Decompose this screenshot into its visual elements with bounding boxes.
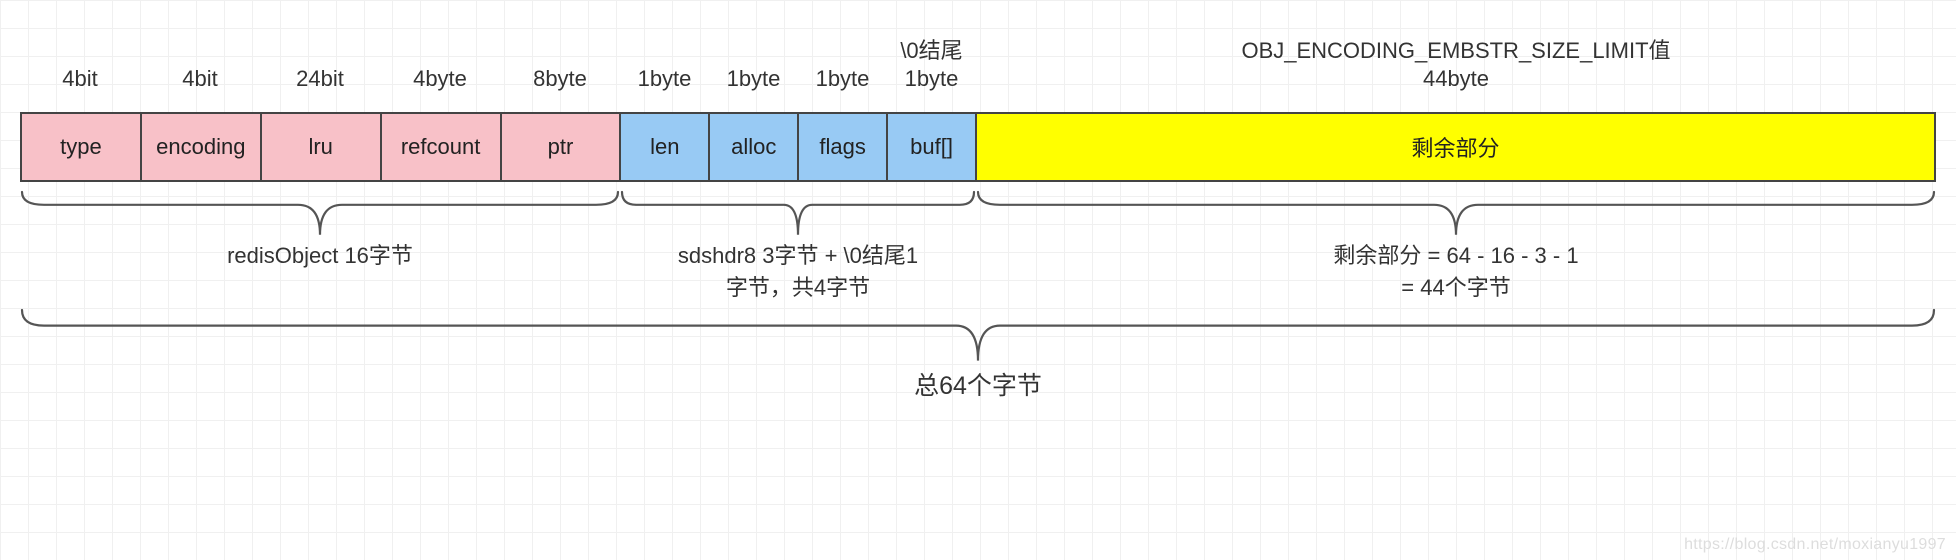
size-label-0: 4bit [20, 38, 140, 100]
segment-brace-label-2: 剩余部分 = 64 - 16 - 3 - 1 = 44个字节 [976, 240, 1936, 304]
size-label-5: 1byte [620, 38, 709, 100]
field-cell-type: type [22, 112, 142, 182]
field-cell-alloc: alloc [710, 112, 799, 182]
field-cell-buf: buf[] [888, 112, 977, 182]
size-label-9: OBJ_ENCODING_EMBSTR_SIZE_LIMIT值 44byte [976, 38, 1936, 100]
size-label-4: 8byte [500, 38, 620, 100]
field-cell-flags: flags [799, 112, 888, 182]
field-cell-len: len [621, 112, 710, 182]
field-cell-: 剩余部分 [977, 112, 1936, 182]
size-label-6: 1byte [709, 38, 798, 100]
field-cell-refcount: refcount [382, 112, 502, 182]
size-label-3: 4byte [380, 38, 500, 100]
watermark: https://blog.csdn.net/moxianyu1997 [1684, 536, 1946, 554]
field-cell-ptr: ptr [502, 112, 622, 182]
size-label-1: 4bit [140, 38, 260, 100]
segment-brace-label-0: redisObject 16字节 [20, 240, 620, 272]
field-cell-lru: lru [262, 112, 382, 182]
size-label-7: 1byte [798, 38, 887, 100]
field-cell-encoding: encoding [142, 112, 262, 182]
total-brace-label: 总64个字节 [20, 368, 1936, 404]
size-label-2: 24bit [260, 38, 380, 100]
size-label-8: \0结尾 1byte [887, 38, 976, 100]
segment-brace-label-1: sdshdr8 3字节 + \0结尾1 字节，共4字节 [620, 240, 976, 304]
